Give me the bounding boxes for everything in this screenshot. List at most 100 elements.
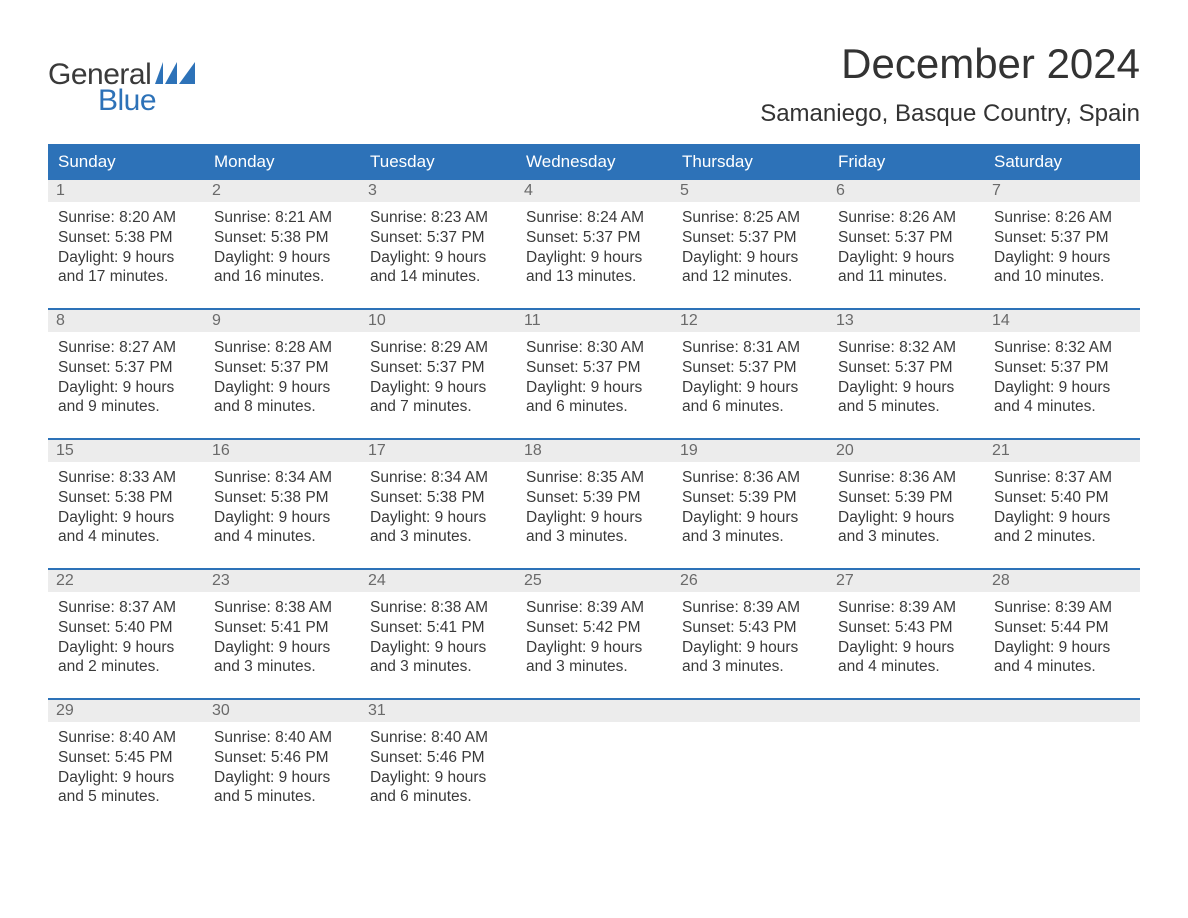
day-line-dl2: and 5 minutes. <box>838 397 974 417</box>
day-number: 3 <box>360 180 516 202</box>
day-details <box>828 722 984 738</box>
day-line-dl1: Daylight: 9 hours <box>370 248 506 268</box>
day-line-sunset: Sunset: 5:37 PM <box>838 358 974 378</box>
day-line-sunset: Sunset: 5:37 PM <box>214 358 350 378</box>
day-line-dl2: and 5 minutes. <box>214 787 350 807</box>
day-details: Sunrise: 8:40 AMSunset: 5:45 PMDaylight:… <box>48 722 204 817</box>
day-line-dl1: Daylight: 9 hours <box>838 248 974 268</box>
day-line-dl1: Daylight: 9 hours <box>994 638 1130 658</box>
day-details: Sunrise: 8:26 AMSunset: 5:37 PMDaylight:… <box>828 202 984 297</box>
day-details <box>984 722 1140 738</box>
day-line-sunset: Sunset: 5:44 PM <box>994 618 1130 638</box>
day-line-dl1: Daylight: 9 hours <box>526 248 662 268</box>
calendar-header-row: Sunday Monday Tuesday Wednesday Thursday… <box>48 144 1140 180</box>
calendar-cell: 21Sunrise: 8:37 AMSunset: 5:40 PMDayligh… <box>984 440 1140 568</box>
day-number: 2 <box>204 180 360 202</box>
day-line-sunrise: Sunrise: 8:21 AM <box>214 208 350 228</box>
day-line-sunrise: Sunrise: 8:27 AM <box>58 338 194 358</box>
month-title: December 2024 <box>760 40 1140 88</box>
calendar-cell: 1Sunrise: 8:20 AMSunset: 5:38 PMDaylight… <box>48 180 204 308</box>
day-line-sunrise: Sunrise: 8:40 AM <box>370 728 506 748</box>
dayhead-friday: Friday <box>828 144 984 180</box>
day-details: Sunrise: 8:32 AMSunset: 5:37 PMDaylight:… <box>828 332 984 427</box>
day-line-dl2: and 3 minutes. <box>526 657 662 677</box>
day-line-sunset: Sunset: 5:41 PM <box>370 618 506 638</box>
day-details <box>672 722 828 738</box>
day-line-sunrise: Sunrise: 8:40 AM <box>58 728 194 748</box>
day-line-sunset: Sunset: 5:39 PM <box>526 488 662 508</box>
day-number: 21 <box>984 440 1140 462</box>
calendar-cell: 5Sunrise: 8:25 AMSunset: 5:37 PMDaylight… <box>672 180 828 308</box>
day-number: 22 <box>48 570 204 592</box>
calendar-cell <box>984 700 1140 828</box>
calendar-cell: 8Sunrise: 8:27 AMSunset: 5:37 PMDaylight… <box>48 310 204 438</box>
day-details: Sunrise: 8:38 AMSunset: 5:41 PMDaylight:… <box>360 592 516 687</box>
day-number <box>984 700 1140 722</box>
calendar-cell: 2Sunrise: 8:21 AMSunset: 5:38 PMDaylight… <box>204 180 360 308</box>
day-details: Sunrise: 8:39 AMSunset: 5:43 PMDaylight:… <box>828 592 984 687</box>
day-line-sunrise: Sunrise: 8:36 AM <box>682 468 818 488</box>
day-line-dl1: Daylight: 9 hours <box>214 638 350 658</box>
calendar-body: 1Sunrise: 8:20 AMSunset: 5:38 PMDaylight… <box>48 180 1140 828</box>
day-line-sunset: Sunset: 5:38 PM <box>58 228 194 248</box>
day-line-sunrise: Sunrise: 8:36 AM <box>838 468 974 488</box>
day-line-sunset: Sunset: 5:37 PM <box>682 228 818 248</box>
day-line-dl2: and 6 minutes. <box>526 397 662 417</box>
day-line-sunset: Sunset: 5:37 PM <box>370 358 506 378</box>
calendar-cell: 7Sunrise: 8:26 AMSunset: 5:37 PMDaylight… <box>984 180 1140 308</box>
day-line-dl2: and 10 minutes. <box>994 267 1130 287</box>
calendar-week: 29Sunrise: 8:40 AMSunset: 5:45 PMDayligh… <box>48 698 1140 828</box>
day-line-dl2: and 13 minutes. <box>526 267 662 287</box>
day-number: 23 <box>204 570 360 592</box>
day-line-sunset: Sunset: 5:38 PM <box>370 488 506 508</box>
day-line-dl2: and 3 minutes. <box>682 657 818 677</box>
day-details: Sunrise: 8:36 AMSunset: 5:39 PMDaylight:… <box>828 462 984 557</box>
day-number: 4 <box>516 180 672 202</box>
calendar-cell <box>828 700 984 828</box>
day-line-sunrise: Sunrise: 8:39 AM <box>526 598 662 618</box>
day-line-sunset: Sunset: 5:37 PM <box>370 228 506 248</box>
calendar-cell: 11Sunrise: 8:30 AMSunset: 5:37 PMDayligh… <box>516 310 672 438</box>
day-line-sunrise: Sunrise: 8:30 AM <box>526 338 662 358</box>
calendar-cell: 20Sunrise: 8:36 AMSunset: 5:39 PMDayligh… <box>828 440 984 568</box>
day-line-sunrise: Sunrise: 8:39 AM <box>838 598 974 618</box>
day-number: 19 <box>672 440 828 462</box>
day-line-dl1: Daylight: 9 hours <box>526 508 662 528</box>
day-line-sunset: Sunset: 5:38 PM <box>58 488 194 508</box>
calendar-cell: 31Sunrise: 8:40 AMSunset: 5:46 PMDayligh… <box>360 700 516 828</box>
day-details: Sunrise: 8:27 AMSunset: 5:37 PMDaylight:… <box>48 332 204 427</box>
calendar-cell: 24Sunrise: 8:38 AMSunset: 5:41 PMDayligh… <box>360 570 516 698</box>
day-details: Sunrise: 8:38 AMSunset: 5:41 PMDaylight:… <box>204 592 360 687</box>
calendar: Sunday Monday Tuesday Wednesday Thursday… <box>48 144 1140 828</box>
day-details: Sunrise: 8:34 AMSunset: 5:38 PMDaylight:… <box>204 462 360 557</box>
day-line-dl2: and 9 minutes. <box>58 397 194 417</box>
day-line-sunrise: Sunrise: 8:26 AM <box>838 208 974 228</box>
day-line-dl1: Daylight: 9 hours <box>214 508 350 528</box>
day-line-dl2: and 8 minutes. <box>214 397 350 417</box>
day-line-sunrise: Sunrise: 8:29 AM <box>370 338 506 358</box>
day-number: 26 <box>672 570 828 592</box>
calendar-cell: 17Sunrise: 8:34 AMSunset: 5:38 PMDayligh… <box>360 440 516 568</box>
day-number <box>828 700 984 722</box>
day-line-dl1: Daylight: 9 hours <box>526 638 662 658</box>
calendar-cell <box>516 700 672 828</box>
day-number: 11 <box>516 310 672 332</box>
day-line-dl1: Daylight: 9 hours <box>994 508 1130 528</box>
day-line-dl2: and 16 minutes. <box>214 267 350 287</box>
header: General Blue December 2024 Samaniego, Ba… <box>48 40 1140 140</box>
day-details: Sunrise: 8:35 AMSunset: 5:39 PMDaylight:… <box>516 462 672 557</box>
day-line-dl2: and 4 minutes. <box>838 657 974 677</box>
day-line-sunrise: Sunrise: 8:34 AM <box>214 468 350 488</box>
day-line-dl2: and 3 minutes. <box>682 527 818 547</box>
day-line-dl2: and 4 minutes. <box>994 397 1130 417</box>
day-number <box>672 700 828 722</box>
day-line-sunset: Sunset: 5:43 PM <box>838 618 974 638</box>
calendar-cell: 29Sunrise: 8:40 AMSunset: 5:45 PMDayligh… <box>48 700 204 828</box>
day-line-dl2: and 3 minutes. <box>838 527 974 547</box>
title-block: December 2024 Samaniego, Basque Country,… <box>760 40 1140 140</box>
day-line-sunrise: Sunrise: 8:26 AM <box>994 208 1130 228</box>
day-line-dl1: Daylight: 9 hours <box>994 378 1130 398</box>
day-line-sunrise: Sunrise: 8:25 AM <box>682 208 818 228</box>
day-details: Sunrise: 8:28 AMSunset: 5:37 PMDaylight:… <box>204 332 360 427</box>
day-line-sunrise: Sunrise: 8:31 AM <box>682 338 818 358</box>
